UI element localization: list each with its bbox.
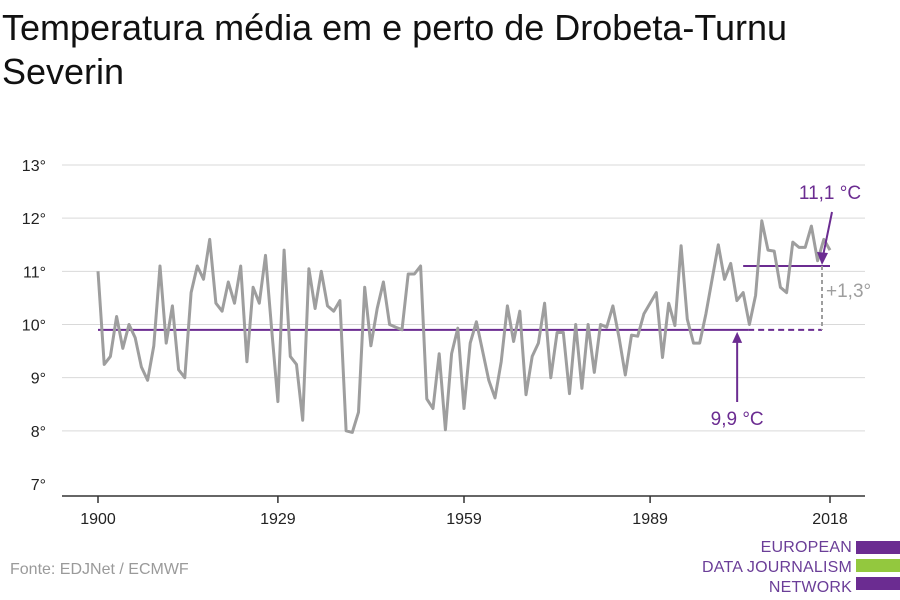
y-tick-label: 13° bbox=[22, 158, 46, 175]
logo-text: EUROPEAN DATA JOURNALISM NETWORK bbox=[702, 538, 852, 598]
x-tick-label: 1929 bbox=[260, 511, 296, 528]
y-tick-label: 7° bbox=[31, 477, 46, 494]
baseline-mean-label: 9,9 °C bbox=[711, 409, 764, 430]
y-tick-label: 10° bbox=[22, 318, 46, 335]
x-tick-label: 2018 bbox=[812, 511, 848, 528]
x-axis: 1900 1929 1959 1989 2018 bbox=[62, 495, 865, 528]
logo-line-2: DATA JOURNALISM bbox=[702, 559, 852, 576]
recent-mean-label: 11,1 °C bbox=[799, 183, 861, 204]
chart-title: Temperatura média em e perto de Drobeta-… bbox=[2, 7, 788, 92]
annotations: 9,9 °C 11,1 °C +1,3° bbox=[711, 183, 871, 430]
y-tick-label: 9° bbox=[31, 371, 46, 388]
logo-bar-top bbox=[856, 541, 900, 554]
y-tick-label: 12° bbox=[22, 211, 46, 228]
y-tick-label: 11° bbox=[23, 264, 46, 281]
x-tick-label: 1959 bbox=[446, 511, 482, 528]
logo-line-3: NETWORK bbox=[768, 579, 852, 596]
x-tick-label: 1989 bbox=[632, 511, 668, 528]
reference-lines bbox=[98, 265, 830, 331]
baseline-arrow-head bbox=[732, 331, 743, 343]
logo-bar-bottom bbox=[856, 577, 900, 590]
x-tick-label: 1900 bbox=[80, 511, 116, 528]
recent-arrow-shaft bbox=[822, 211, 833, 257]
logo-bar-middle bbox=[856, 559, 900, 572]
difference-label: +1,3° bbox=[826, 281, 871, 302]
temperature-series-line bbox=[96, 219, 832, 434]
recent-arrow-head bbox=[817, 252, 828, 266]
y-tick-label: 8° bbox=[31, 424, 46, 441]
edjnet-logo: EUROPEAN DATA JOURNALISM NETWORK bbox=[700, 538, 900, 600]
logo-line-1: EUROPEAN bbox=[760, 539, 852, 556]
y-axis-ticks: 7° 8° 9° 10° 11° 12° 13° bbox=[22, 158, 46, 494]
source-note: Fonte: EDJNet / ECMWF bbox=[10, 561, 189, 578]
